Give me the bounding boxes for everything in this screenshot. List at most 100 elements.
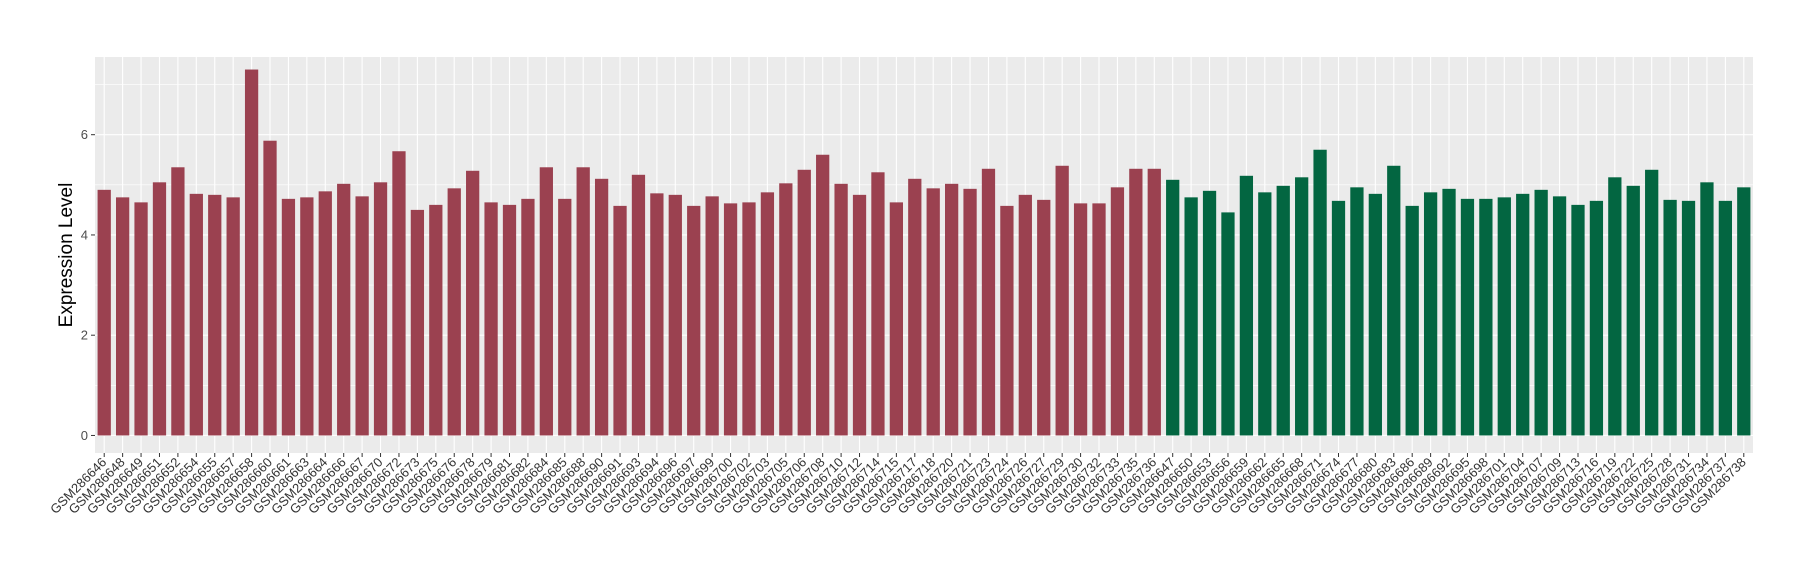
bar xyxy=(650,193,664,436)
bar xyxy=(1700,182,1714,436)
bar xyxy=(1737,187,1751,436)
plot-panel xyxy=(95,57,1753,453)
bar xyxy=(1589,200,1604,436)
bar xyxy=(1000,205,1014,436)
bar xyxy=(1552,196,1567,436)
bar xyxy=(466,170,480,436)
bar xyxy=(1442,188,1456,436)
bar xyxy=(1018,194,1032,436)
bar xyxy=(1166,179,1180,436)
bar xyxy=(1295,177,1309,436)
bar xyxy=(337,183,351,436)
bar xyxy=(631,174,646,436)
bar xyxy=(705,196,719,436)
bar xyxy=(134,202,148,436)
bar xyxy=(1368,193,1382,436)
bar xyxy=(484,202,498,436)
y-tick-label: 6 xyxy=(81,127,88,142)
bar xyxy=(1202,190,1217,436)
bar xyxy=(613,205,627,436)
bar xyxy=(116,197,130,436)
bar xyxy=(539,167,553,436)
bar xyxy=(1626,185,1640,436)
bar xyxy=(1718,200,1732,436)
bar xyxy=(1663,199,1677,436)
bar xyxy=(1387,165,1401,436)
bar xyxy=(1423,192,1438,436)
bar xyxy=(189,193,203,436)
bar xyxy=(963,188,977,436)
bar xyxy=(834,183,848,436)
bar xyxy=(410,209,425,436)
bar xyxy=(1313,149,1327,436)
bar xyxy=(521,198,535,436)
bar xyxy=(1608,177,1622,436)
bar xyxy=(1129,168,1143,436)
bar xyxy=(1276,185,1290,436)
bar xyxy=(1645,169,1659,436)
bar xyxy=(1184,197,1198,436)
bar xyxy=(908,178,922,436)
bar xyxy=(742,202,756,436)
bar xyxy=(1147,168,1161,436)
bar xyxy=(816,154,830,436)
bar xyxy=(152,182,167,436)
bar xyxy=(852,194,867,436)
bar xyxy=(1073,203,1088,436)
bar xyxy=(981,168,996,436)
bar xyxy=(1350,187,1364,436)
bar xyxy=(1055,165,1069,436)
bar xyxy=(244,69,259,436)
bar xyxy=(1239,175,1254,436)
bar xyxy=(392,151,406,436)
bar xyxy=(558,198,572,436)
bar xyxy=(1460,198,1475,436)
bar xyxy=(576,167,590,436)
bar xyxy=(889,202,903,436)
bar xyxy=(1516,193,1530,436)
bar xyxy=(300,197,314,436)
bar xyxy=(1258,192,1272,436)
bar xyxy=(318,191,332,436)
bar xyxy=(668,194,682,436)
bar xyxy=(1037,199,1051,436)
y-tick-label: 0 xyxy=(81,428,88,443)
bar xyxy=(1479,198,1493,436)
bar xyxy=(1092,203,1106,436)
bar xyxy=(97,189,111,436)
y-tick-label: 2 xyxy=(81,328,88,343)
bar xyxy=(447,188,461,436)
bar xyxy=(723,203,738,436)
bar xyxy=(1534,189,1548,436)
bar xyxy=(1681,200,1696,436)
bar xyxy=(281,198,296,436)
bar xyxy=(226,197,240,436)
y-axis: 0 2 4 6 xyxy=(81,127,95,443)
bar xyxy=(373,182,388,436)
bar xyxy=(926,188,940,436)
bar xyxy=(429,204,443,436)
bar xyxy=(171,167,185,436)
bar xyxy=(1405,205,1419,436)
bar xyxy=(687,205,701,436)
bar xyxy=(1571,204,1585,436)
bar xyxy=(1497,197,1511,436)
y-axis-title: Expression Level xyxy=(56,183,77,328)
y-tick-label: 4 xyxy=(81,227,88,242)
bar xyxy=(1221,212,1235,436)
x-axis: GSM286646GSM286648GSM286649GSM286651GSM2… xyxy=(47,453,1749,517)
bar xyxy=(779,183,793,436)
bar xyxy=(594,178,609,436)
bar xyxy=(208,194,222,436)
bar xyxy=(355,196,369,436)
bar xyxy=(797,169,811,436)
bar xyxy=(1110,187,1125,436)
bar xyxy=(502,204,517,436)
bar xyxy=(263,140,277,436)
bar xyxy=(1331,200,1346,436)
bar xyxy=(945,183,959,436)
bar xyxy=(760,192,775,436)
bars-group xyxy=(97,69,1751,436)
bar xyxy=(871,172,885,436)
